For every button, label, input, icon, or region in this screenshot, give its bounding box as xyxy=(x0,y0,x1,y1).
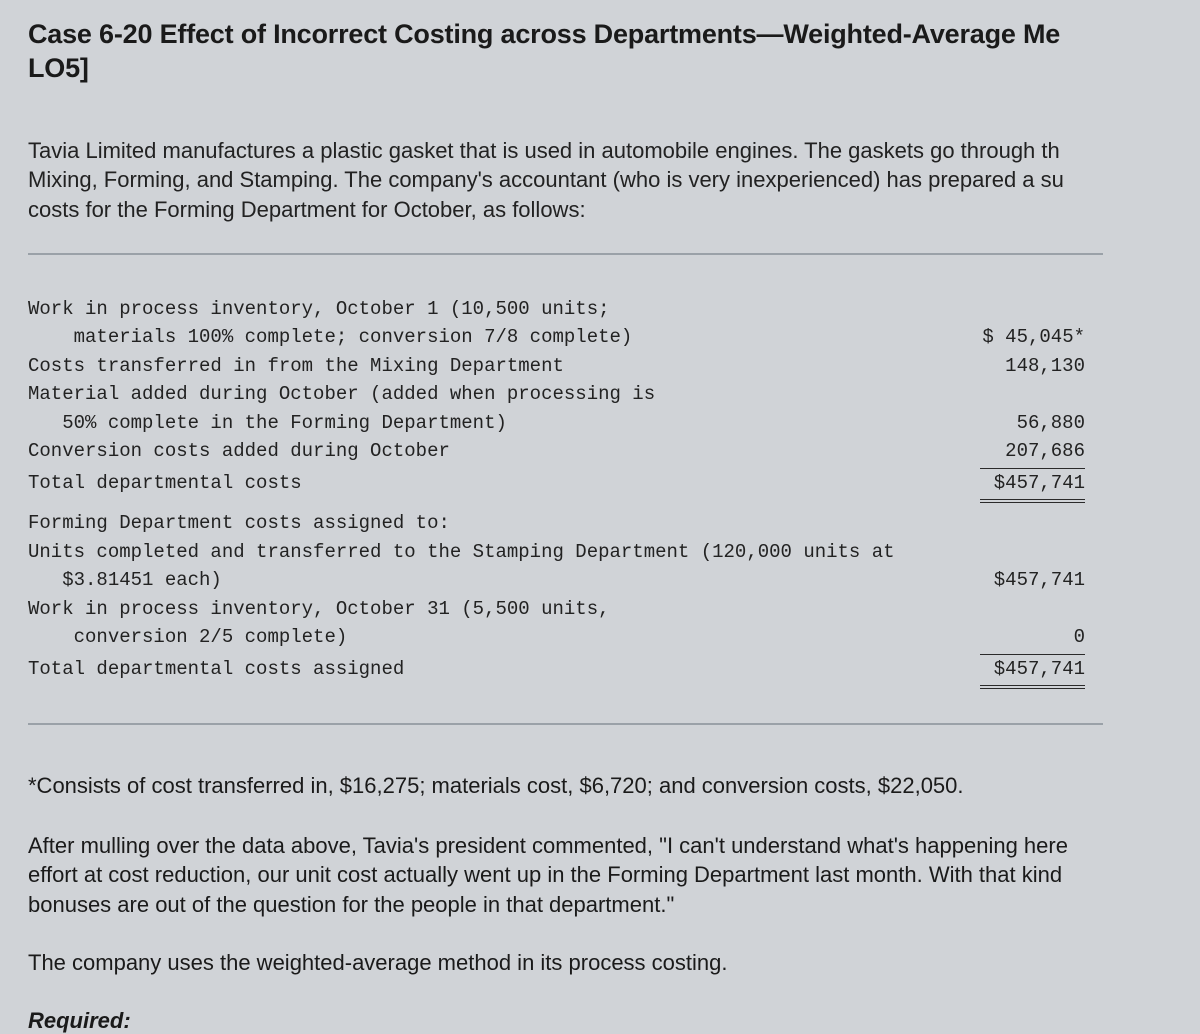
row-wip-oct1-a: Work in process inventory, October 1 (10… xyxy=(28,295,948,324)
row-total-assigned: Total departmental costs assigned xyxy=(28,655,948,690)
row-wip-oct31-b: conversion 2/5 complete) xyxy=(28,623,948,655)
val-transferred-in: 148,130 xyxy=(948,352,1103,381)
row-assigned-header: Forming Department costs assigned to: xyxy=(28,509,948,538)
row-conversion: Conversion costs added during October xyxy=(28,437,948,469)
method-note: The company uses the weighted-average me… xyxy=(28,948,1200,978)
val-wip-oct31: 0 xyxy=(948,623,1103,655)
title-line-1: Case 6-20 Effect of Incorrect Costing ac… xyxy=(28,19,1060,49)
row-material-a: Material added during October (added whe… xyxy=(28,380,948,409)
title-line-2: LO5] xyxy=(28,53,89,83)
row-transferred-in: Costs transferred in from the Mixing Dep… xyxy=(28,352,948,381)
cost-table: Work in process inventory, October 1 (10… xyxy=(28,253,1103,726)
required-heading: Required: xyxy=(28,1008,1200,1034)
footnote: *Consists of cost transferred in, $16,27… xyxy=(28,771,1200,801)
row-total-costs: Total departmental costs xyxy=(28,469,948,504)
intro-paragraph: Tavia Limited manufactures a plastic gas… xyxy=(28,136,1200,225)
case-title: Case 6-20 Effect of Incorrect Costing ac… xyxy=(28,18,1200,86)
val-material: 56,880 xyxy=(948,409,1103,438)
row-completed-b: $3.81451 each) xyxy=(28,566,948,595)
row-wip-oct31-a: Work in process inventory, October 31 (5… xyxy=(28,595,948,624)
val-total-costs: $457,741 xyxy=(948,469,1103,504)
row-wip-oct1-b: materials 100% complete; conversion 7/8 … xyxy=(28,323,948,352)
val-total-assigned: $457,741 xyxy=(948,655,1103,690)
val-completed: $457,741 xyxy=(948,566,1103,595)
president-comment: After mulling over the data above, Tavia… xyxy=(28,831,1200,920)
val-wip-oct1: $ 45,045* xyxy=(948,323,1103,352)
row-material-b: 50% complete in the Forming Department) xyxy=(28,409,948,438)
row-completed-a: Units completed and transferred to the S… xyxy=(28,538,948,567)
val-conversion: 207,686 xyxy=(948,437,1103,469)
